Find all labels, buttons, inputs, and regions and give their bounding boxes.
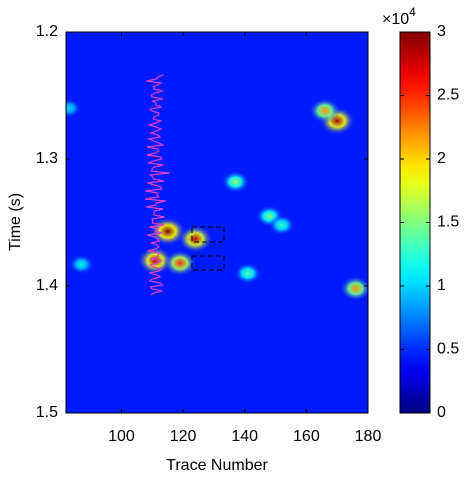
colorbar-tick-label: 0.5 (437, 341, 459, 358)
y-tick-label: 1.3 (36, 150, 58, 167)
hotspot (221, 170, 250, 193)
plot-frame (65, 31, 369, 414)
x-tick-label: 120 (170, 428, 197, 445)
hotspot (234, 262, 262, 284)
colorbar-tick-label: 2 (437, 150, 446, 167)
y-axis-label: Time (s) (7, 193, 24, 251)
scale-base: ×10 (382, 11, 409, 28)
y-tick-label: 1.2 (36, 23, 58, 40)
colorbar-tick-label: 0 (437, 404, 446, 421)
x-tick-label: 160 (293, 428, 320, 445)
x-tick-label: 140 (231, 428, 258, 445)
selection-box (191, 255, 225, 271)
colorbar-tick-label: 1.5 (437, 214, 459, 231)
scale-exponent: 4 (409, 5, 416, 19)
colorbar-tick-label: 3 (437, 23, 446, 40)
heatmap (66, 98, 368, 302)
colorbar-scale: ×104 (382, 5, 416, 28)
colorbar-tick-label: 1 (437, 277, 446, 294)
hotspot (137, 246, 174, 275)
hotspot (178, 225, 213, 254)
seismic-trace (145, 74, 170, 296)
colorbar-tick-label: 2.5 (437, 87, 459, 104)
heatmap-background (66, 32, 368, 413)
hotspot (163, 249, 197, 277)
x-tick-label: 100 (108, 428, 135, 445)
selection-box (191, 226, 225, 243)
y-tick-label: 1.4 (36, 277, 58, 294)
hotspot (268, 214, 295, 236)
colorbar (399, 31, 431, 414)
hotspot (309, 98, 341, 124)
y-tick-label: 1.5 (36, 404, 58, 421)
x-axis-label: Trace Number (166, 457, 268, 474)
x-tick-label: 180 (355, 428, 382, 445)
hotspot (69, 254, 94, 275)
hotspot (66, 98, 82, 118)
hotspot (340, 276, 368, 302)
